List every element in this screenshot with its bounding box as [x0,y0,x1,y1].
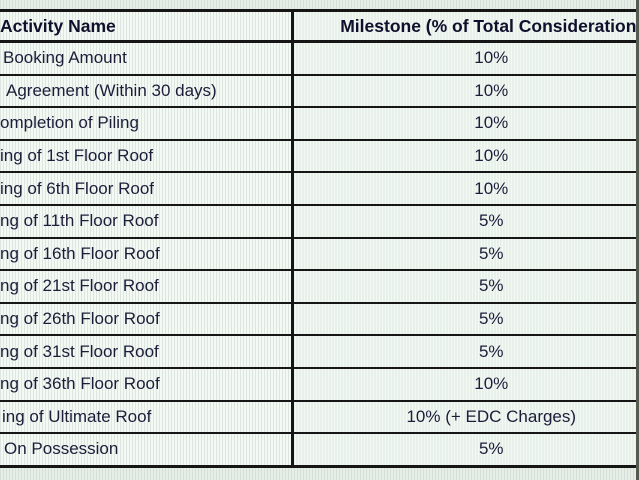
table-row: ng of 21st Floor Roof 5% [0,269,639,304]
milestone-cell: 10% [292,73,639,109]
milestone-cell: 5% [292,269,639,304]
milestone-cell: 10% [292,366,639,402]
activity-cell: On Possession [0,432,294,468]
table-header-row: Activity Name Milestone (% of Total Cons… [0,9,639,43]
activity-cell: ng of 36th Floor Roof [0,366,294,402]
activity-cell: ing of Ultimate Roof [0,399,294,435]
activity-cell: Agreement (Within 30 days) [0,73,294,109]
table-row: ng of 26th Floor Roof 5% [0,301,639,337]
milestone-cell: 5% [292,203,639,239]
activity-cell: ng of 31st Floor Roof [0,334,294,369]
milestone-cell: 5% [292,334,639,369]
table-row: Booking Amount 10% [0,40,639,76]
image-right-edge-artifact [636,0,639,480]
milestone-cell: 10% [292,171,639,206]
table-row: ing of Ultimate Roof 10% (+ EDC Charges) [0,399,639,435]
activity-cell: ing of 1st Floor Roof [0,138,294,174]
activity-cell: ng of 11th Floor Roof [0,203,294,239]
milestone-cell: 5% [292,432,639,468]
milestone-header: Milestone (% of Total Consideration) [292,9,639,43]
milestone-cell: 10% [292,106,639,141]
table-row: Agreement (Within 30 days) 10% [0,73,639,109]
activity-cell: ing of 6th Floor Roof [0,171,294,206]
table-row: ng of 16th Floor Roof 5% [0,236,639,272]
table-row: ng of 31st Floor Roof 5% [0,334,639,369]
table-row: ompletion of Piling 10% [0,106,639,141]
table-row: ing of 6th Floor Roof 10% [0,171,639,206]
milestone-cell: 10% (+ EDC Charges) [292,399,639,435]
payment-schedule-table: Activity Name Milestone (% of Total Cons… [0,9,639,468]
table-row: ng of 36th Floor Roof 10% [0,366,639,402]
milestone-cell: 10% [292,40,639,76]
activity-cell: ng of 21st Floor Roof [0,269,294,304]
milestone-cell: 5% [292,301,639,337]
activity-cell: Booking Amount [0,40,294,76]
activity-cell: ng of 16th Floor Roof [0,236,294,272]
activity-name-header: Activity Name [0,9,294,43]
activity-cell: ng of 26th Floor Roof [0,301,294,337]
table-row: ng of 11th Floor Roof 5% [0,203,639,239]
table-row: On Possession 5% [0,432,639,468]
table-row: ing of 1st Floor Roof 10% [0,138,639,174]
activity-cell: ompletion of Piling [0,106,294,141]
milestone-cell: 5% [292,236,639,272]
milestone-cell: 10% [292,138,639,174]
